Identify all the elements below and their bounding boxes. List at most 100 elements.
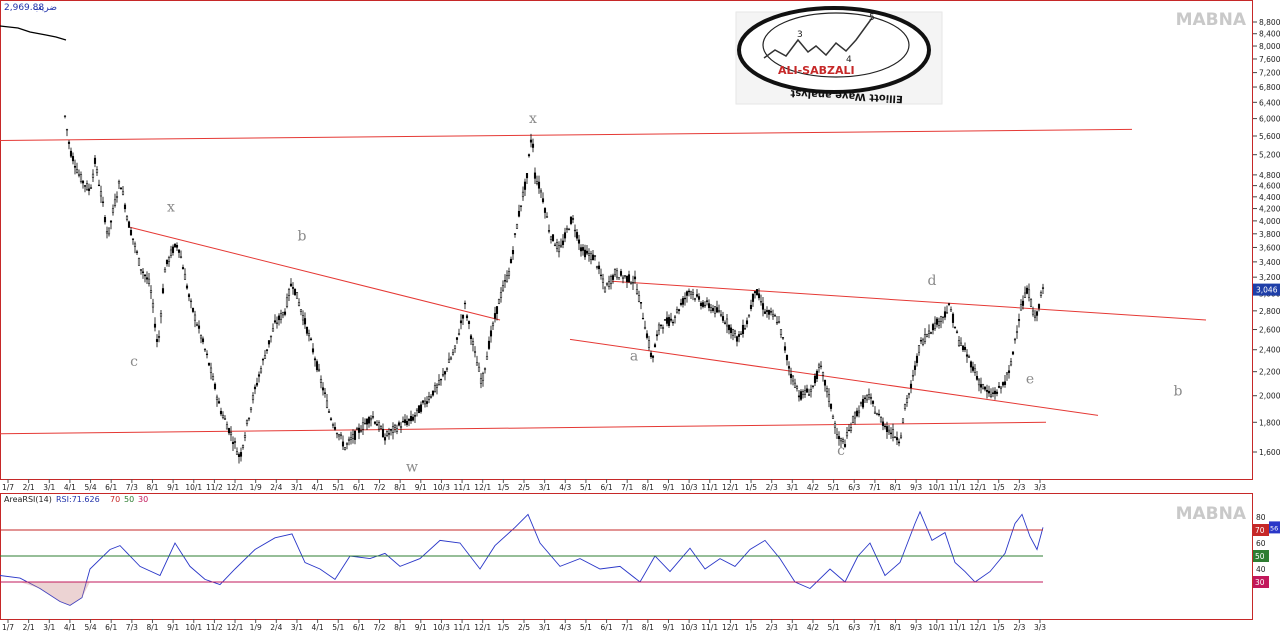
candle-body <box>859 402 863 404</box>
candle-body <box>933 322 937 330</box>
candle-body <box>987 390 991 394</box>
x-tick-label: 1/5 <box>497 483 509 492</box>
candle-body <box>93 157 97 164</box>
candle-body <box>145 277 149 280</box>
candle-body <box>643 326 647 330</box>
candle-body <box>231 442 235 444</box>
candle-body <box>351 434 355 439</box>
y-tick-label: 4,600 <box>1259 182 1280 191</box>
candle-body <box>751 293 755 302</box>
logo-wave-5: 5 <box>869 13 875 23</box>
candle-body <box>715 307 719 313</box>
candle-body <box>383 437 387 441</box>
candle-body <box>941 316 945 318</box>
candle-body <box>665 317 669 324</box>
x-tick-label-rsi: 11/2 <box>206 623 223 632</box>
y-tick-label: 3,200 <box>1259 273 1280 282</box>
candle-body <box>307 333 311 337</box>
candle-body <box>357 427 361 433</box>
candle-body <box>501 285 505 291</box>
candle-body <box>121 191 125 195</box>
candle-body <box>193 314 197 321</box>
candle-body <box>251 395 255 401</box>
candle-body <box>265 349 269 351</box>
x-tick-label-rsi: 12/1 <box>970 623 987 632</box>
candle-body <box>125 216 129 220</box>
candle-body <box>923 334 927 342</box>
candle-body <box>505 275 509 282</box>
candle-body <box>697 296 701 300</box>
candle-body <box>155 339 159 342</box>
x-tick-label: 4/3 <box>559 483 571 492</box>
candle-body <box>745 320 749 325</box>
candle-body <box>849 427 853 431</box>
candle-body <box>893 436 897 439</box>
candle-body <box>463 302 467 305</box>
rsi-oversold-shade <box>0 582 90 606</box>
candle-body <box>737 334 741 337</box>
candle-body <box>293 288 297 295</box>
candle-body <box>907 393 911 395</box>
candle-body <box>963 346 967 350</box>
candle-body <box>579 247 583 252</box>
y-tick-label: 6,800 <box>1259 83 1280 92</box>
candle-body <box>223 418 227 420</box>
candle-body <box>191 307 195 312</box>
candle-body <box>475 362 479 366</box>
candle-body <box>209 367 213 374</box>
x-tick-label-rsi: 8/1 <box>642 623 654 632</box>
candle-body <box>67 141 71 144</box>
x-tick-label-rsi: 12/1 <box>227 623 244 632</box>
candle-body <box>851 416 855 423</box>
x-tick-label-rsi: 7/2 <box>373 623 385 632</box>
x-tick-label: 6/1 <box>353 483 365 492</box>
candle-body <box>935 318 939 325</box>
candle-body <box>691 292 695 295</box>
candle-body <box>399 426 403 429</box>
candle-body <box>367 417 371 424</box>
candle-body <box>117 180 121 184</box>
candle-body <box>969 361 973 368</box>
y-tick-label: 3,800 <box>1259 230 1280 239</box>
candle-body <box>889 432 893 435</box>
watermark-main: MABNA <box>1176 10 1247 30</box>
candle-body <box>569 216 573 224</box>
candle-body <box>161 288 165 294</box>
candle-body <box>801 391 805 395</box>
candle-body <box>523 181 527 190</box>
candle-body <box>651 355 655 358</box>
candle-body <box>373 421 377 424</box>
candle-body <box>589 253 593 260</box>
candle-body <box>759 301 763 303</box>
candle-body <box>347 438 351 441</box>
candle-body <box>313 358 317 361</box>
x-tick-label: 11/1 <box>454 483 471 492</box>
candle-body <box>339 434 343 437</box>
candle-body <box>853 412 857 419</box>
candle-body <box>731 329 735 336</box>
candle-body <box>483 368 487 371</box>
x-tick-label: 12/1 <box>970 483 987 492</box>
y-tick-label: 1,800 <box>1259 418 1280 427</box>
candle-body <box>413 415 417 417</box>
candle-body <box>573 229 577 232</box>
candle-body <box>257 374 261 377</box>
x-tick-label: 9/1 <box>662 483 674 492</box>
candle-body <box>123 204 127 210</box>
candle-body <box>713 306 717 314</box>
x-tick-label: 10/1 <box>185 483 202 492</box>
candle-body <box>281 312 285 316</box>
x-tick-label: 8/1 <box>394 483 406 492</box>
candle-body <box>89 187 93 189</box>
x-tick-label: 8/1 <box>146 483 158 492</box>
candle-body <box>275 322 279 324</box>
candle-body <box>867 394 871 398</box>
candle-body <box>1001 382 1005 386</box>
candle-body <box>185 285 189 289</box>
candle-body <box>829 403 833 409</box>
candle-body <box>115 196 119 198</box>
candle-body <box>365 418 369 425</box>
candle-body <box>1023 292 1027 298</box>
x-tick-label: 3/1 <box>43 483 55 492</box>
